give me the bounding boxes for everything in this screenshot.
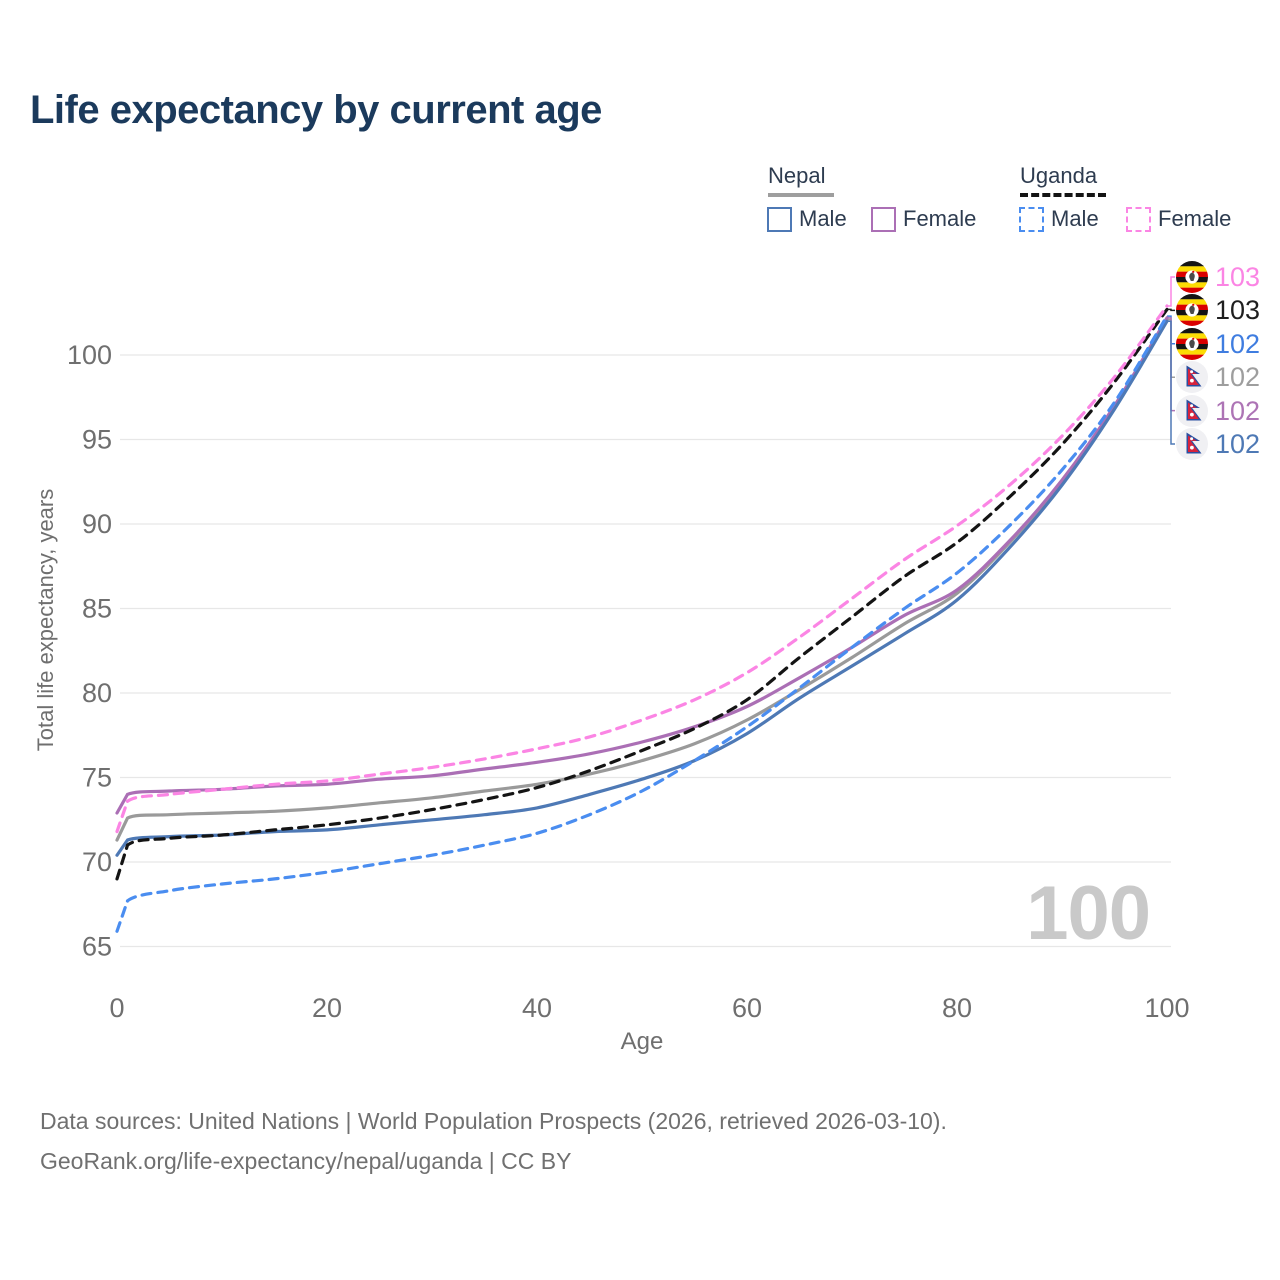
end-label-value: 102 (1215, 395, 1261, 426)
x-axis-title: Age (620, 1028, 664, 1055)
y-tick-label: 90 (82, 509, 112, 539)
legend-label: Female (903, 206, 977, 231)
end-label-uganda-female: 103 (1176, 261, 1260, 293)
uganda-flag-icon (1176, 261, 1208, 293)
series-nepal-female (115, 316, 1169, 815)
leader-line (1167, 308, 1175, 312)
y-tick-label: 70 (82, 847, 112, 877)
leader-line (1167, 320, 1175, 445)
end-label-uganda-total: 103 (1176, 294, 1261, 327)
footer-sources: Data sources: United Nations | World Pop… (40, 1108, 947, 1134)
end-label-nepal-female: 102 (1176, 394, 1261, 427)
y-tick-label: 65 (82, 932, 112, 962)
legend-label: Female (1158, 206, 1232, 231)
age-watermark: 100 (1026, 871, 1151, 956)
legend-item-uganda-male[interactable]: Male (1019, 206, 1099, 232)
series-nepal-male (115, 319, 1169, 857)
y-tick-label: 85 (82, 594, 112, 624)
series-uganda-female (115, 304, 1169, 834)
y-axis-title: Total life expectancy, years (33, 488, 58, 752)
legend-item-uganda-female[interactable]: Female (1126, 206, 1231, 232)
x-tick-label: 40 (522, 993, 552, 1023)
uganda-flag-icon (1176, 294, 1208, 327)
x-tick-label: 20 (312, 993, 342, 1023)
uganda-flag-icon (1176, 327, 1208, 360)
nepal-female-swatch-icon (871, 206, 896, 232)
x-tick-label: 0 (109, 993, 124, 1023)
end-label-value: 103 (1215, 262, 1261, 292)
nepal-male-swatch-icon (767, 206, 792, 232)
nepal-flag-icon (1176, 428, 1208, 460)
y-tick-label: 95 (82, 425, 112, 455)
legend-label: Male (799, 206, 847, 231)
uganda-male-swatch-icon (1019, 206, 1044, 232)
legend-country-nepal: Nepal (768, 163, 834, 197)
end-label-value: 103 (1215, 295, 1261, 326)
x-tick-label: 60 (732, 993, 762, 1023)
page-title: Life expectancy by current age (30, 88, 602, 132)
leader-line (1167, 276, 1175, 307)
end-label-nepal-total: 102 (1176, 361, 1261, 394)
end-label-value: 102 (1215, 328, 1261, 359)
uganda-female-swatch-icon (1126, 206, 1151, 232)
nepal-flag-icon (1176, 361, 1208, 394)
legend-item-nepal-female[interactable]: Female (871, 206, 976, 232)
end-label-value: 102 (1215, 429, 1261, 459)
y-tick-label: 100 (67, 340, 112, 370)
y-tick-label: 75 (82, 763, 112, 793)
series-uganda-both (115, 307, 1169, 881)
nepal-flag-icon (1176, 394, 1208, 427)
end-label-nepal-male: 102 (1176, 428, 1260, 460)
y-tick-label: 80 (82, 678, 112, 708)
x-tick-label: 100 (1144, 993, 1189, 1023)
legend-item-nepal-male[interactable]: Male (767, 206, 847, 232)
end-label-value: 102 (1215, 362, 1261, 393)
legend-country-uganda: Uganda (1020, 163, 1106, 197)
x-tick-label: 80 (942, 993, 972, 1023)
series-nepal-both (115, 317, 1169, 842)
footer-url: GeoRank.org/life-expectancy/nepal/uganda… (40, 1148, 572, 1174)
end-label-uganda-male: 102 (1176, 327, 1261, 360)
series-uganda-male (115, 314, 1169, 933)
legend-label: Male (1051, 206, 1099, 231)
